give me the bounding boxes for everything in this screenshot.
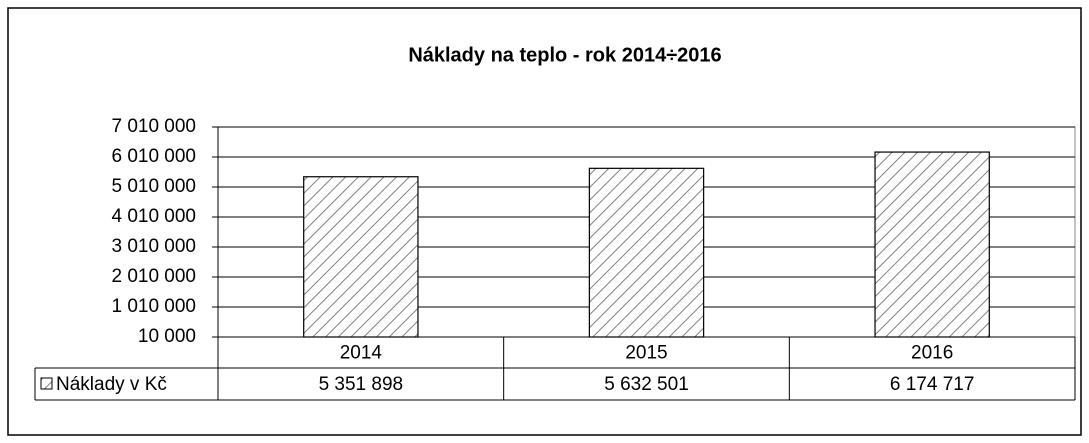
chart-title: Náklady na teplo - rok 2014÷2016 [408,44,721,66]
y-tick-label: 2 010 000 [111,266,196,287]
y-tick-label: 6 010 000 [111,146,196,167]
value-label: 6 174 717 [890,374,975,395]
legend-label: Náklady v Kč [56,374,167,395]
value-label: 5 632 501 [604,374,689,395]
bar [588,167,705,338]
x-tick-label: 2015 [625,343,667,364]
y-tick-label: 1 010 000 [111,296,196,317]
y-tick-label: 4 010 000 [111,206,196,227]
bar [874,151,990,338]
bar [303,176,419,338]
x-tick-label: 2014 [340,343,383,364]
y-tick-label: 5 010 000 [111,176,196,197]
y-tick-label: 7 010 000 [111,116,196,137]
x-tick-label: 2016 [911,343,953,364]
legend-key [40,377,53,390]
y-tick-label: 10 000 [138,326,196,347]
y-tick-label: 3 010 000 [111,236,196,257]
value-label: 5 351 898 [319,374,404,395]
